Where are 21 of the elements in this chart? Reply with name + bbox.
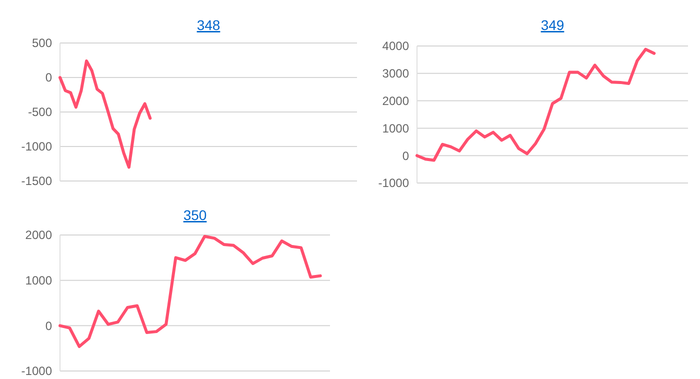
y-tick-label: 1000 — [382, 121, 410, 136]
y-tick-label: 0 — [402, 148, 410, 163]
chart-title: 348 — [196, 17, 220, 33]
line-series — [58, 59, 152, 169]
y-tick-label: 1000 — [25, 274, 52, 288]
y-tick-label: 0 — [45, 70, 52, 85]
y-tick-label: -1000 — [21, 140, 52, 154]
chart-title: 349 — [540, 17, 564, 33]
y-tick-label: 0 — [45, 318, 52, 333]
y-tick-label: -500 — [28, 105, 52, 120]
y-tick-label: 500 — [32, 36, 52, 50]
y-tick-label: 2000 — [25, 228, 52, 242]
y-tick-label: 2000 — [382, 94, 410, 108]
y-tick-label: 3000 — [382, 66, 410, 81]
line-series — [58, 234, 322, 348]
y-tick-label: 4000 — [382, 39, 410, 54]
chart-title: 350 — [183, 207, 207, 223]
y-tick-label: -1000 — [378, 176, 410, 190]
y-tick-label: -1000 — [21, 364, 52, 378]
y-tick-label: -1500 — [21, 174, 52, 188]
line-series — [416, 48, 656, 162]
